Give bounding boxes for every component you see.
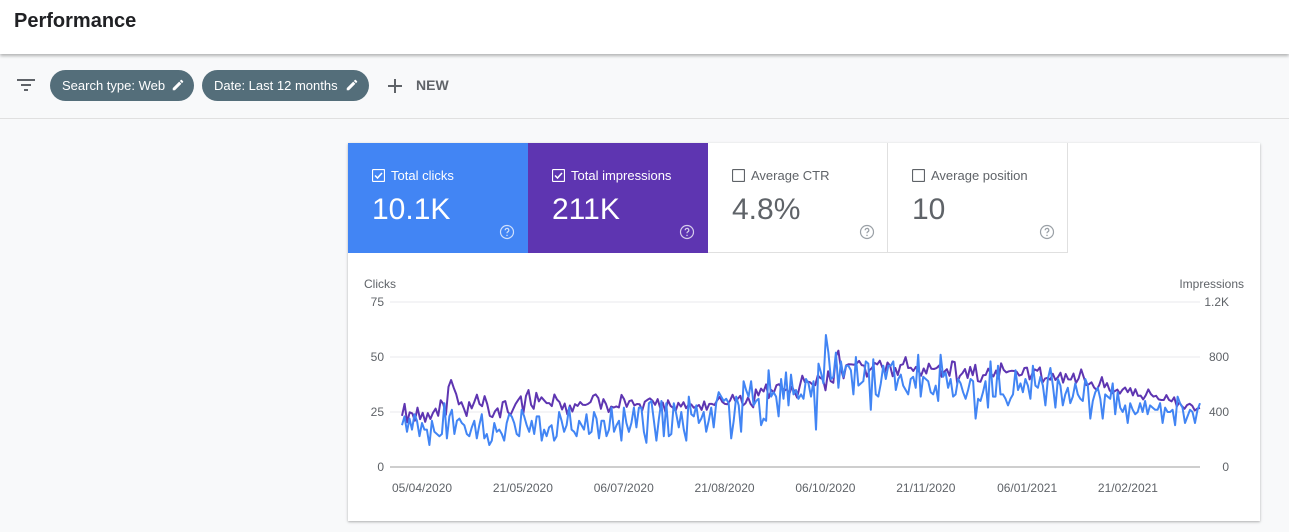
metric-value: 4.8% — [732, 193, 801, 226]
x-axis-tick-label: 06/01/2021 — [997, 481, 1057, 495]
clicks-series-line[interactable] — [401, 334, 1201, 446]
performance-chart: Clicks Impressions 0 25 50 75 0 400 800 1.2K 0… — [348, 253, 1260, 521]
edit-pencil-icon — [346, 79, 358, 91]
right-axis-tick-label: 800 — [1209, 350, 1229, 364]
impressions-series-line[interactable] — [401, 349, 1201, 424]
metric-value: 211K — [552, 193, 620, 226]
left-axis-tick-label: 0 — [377, 460, 384, 474]
filter-bar: Search type: Web Date: Last 12 months NE… — [0, 54, 1289, 119]
add-filter-label: NEW — [416, 77, 449, 93]
x-axis-ticks: 05/04/2020 21/05/2020 06/07/2020 21/08/2020… — [392, 481, 1158, 495]
metric-average-ctr[interactable]: Average CTR 4.8% — [708, 143, 888, 253]
metric-label: Total clicks — [391, 168, 454, 183]
metric-label: Average position — [931, 168, 1028, 183]
right-axis-tick-label: 400 — [1209, 405, 1229, 419]
app-header: Performance — [0, 0, 1289, 54]
x-axis-tick-label: 06/07/2020 — [594, 481, 654, 495]
metric-value: 10 — [912, 193, 946, 226]
metric-average-position[interactable]: Average position 10 — [888, 143, 1068, 253]
x-axis-tick-label: 21/11/2020 — [896, 481, 955, 495]
metric-value: 10.1K — [372, 193, 451, 226]
left-axis-tick-label: 75 — [371, 295, 385, 309]
date-range-chip-label: Date: Last 12 months — [214, 78, 338, 93]
right-axis-ticks: 0 400 800 1.2K — [1204, 295, 1229, 474]
page-title: Performance — [14, 10, 137, 32]
filter-icon[interactable] — [15, 76, 37, 94]
checkbox-unchecked-icon[interactable] — [732, 169, 745, 182]
x-axis-tick-label: 05/04/2020 — [392, 481, 452, 495]
search-type-chip-label: Search type: Web — [62, 78, 166, 93]
metric-total-impressions[interactable]: Total impressions 211K — [528, 143, 708, 253]
right-axis-tick-label: 1.2K — [1204, 295, 1229, 309]
help-icon[interactable] — [679, 224, 695, 240]
left-axis-title: Clicks — [364, 277, 396, 291]
checkbox-checked-icon[interactable] — [372, 169, 385, 182]
metric-label: Total impressions — [571, 168, 672, 183]
checkbox-unchecked-icon[interactable] — [912, 169, 925, 182]
add-filter-button[interactable]: NEW — [386, 70, 449, 101]
chart-svg: Clicks Impressions 0 25 50 75 0 400 800 1.2K 0… — [364, 277, 1244, 495]
help-icon[interactable] — [859, 224, 875, 240]
edit-pencil-icon — [172, 79, 184, 91]
checkbox-checked-icon[interactable] — [552, 169, 565, 182]
x-axis-tick-label: 21/02/2021 — [1098, 481, 1158, 495]
x-axis-tick-label: 21/08/2020 — [695, 481, 755, 495]
left-axis-tick-label: 25 — [371, 405, 385, 419]
performance-card: Total clicks 10.1K Total impressions 211… — [348, 143, 1260, 521]
search-type-chip[interactable]: Search type: Web — [50, 70, 194, 101]
x-axis-tick-label: 06/10/2020 — [795, 481, 855, 495]
metric-label: Average CTR — [751, 168, 830, 183]
metric-total-clicks[interactable]: Total clicks 10.1K — [348, 143, 528, 253]
left-axis-ticks: 0 25 50 75 — [371, 295, 385, 474]
help-icon[interactable] — [1039, 224, 1055, 240]
right-axis-title: Impressions — [1179, 277, 1244, 291]
chart-series — [401, 334, 1201, 446]
plus-icon — [388, 79, 402, 93]
help-icon[interactable] — [499, 224, 515, 240]
right-axis-tick-label: 0 — [1222, 460, 1229, 474]
left-axis-tick-label: 50 — [371, 350, 385, 364]
chart-grid — [390, 301, 1200, 468]
date-range-chip[interactable]: Date: Last 12 months — [202, 70, 369, 101]
x-axis-tick-label: 21/05/2020 — [493, 481, 553, 495]
